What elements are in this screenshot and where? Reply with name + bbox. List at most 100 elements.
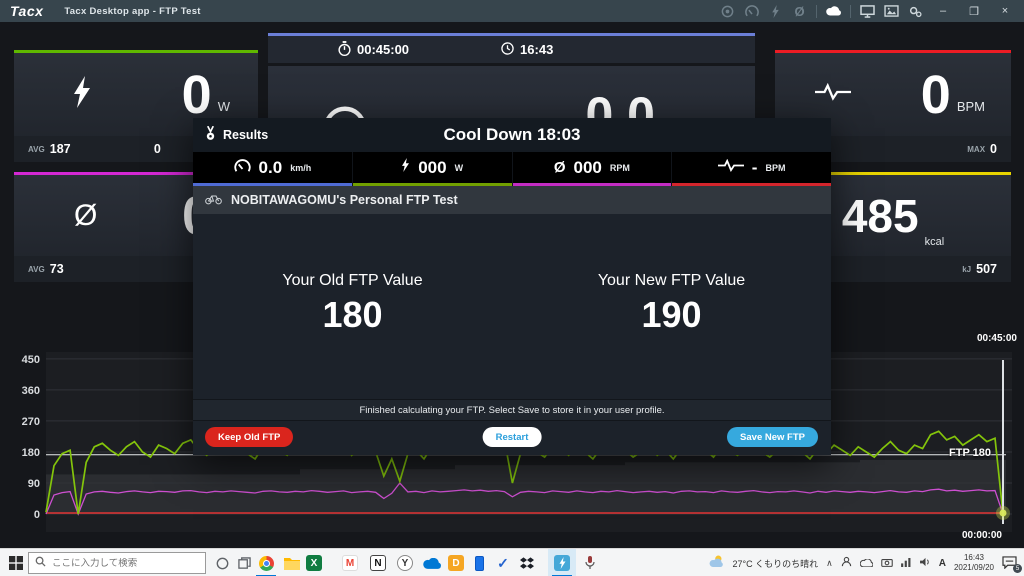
metric-speed-unit: km/h bbox=[290, 162, 312, 173]
system-tray: 27°C くもりのち晴れ ∧ A 16:43 2021/09/20 5 bbox=[709, 549, 1024, 576]
results-label: Results bbox=[223, 128, 269, 142]
tray-user-icon[interactable] bbox=[841, 554, 852, 572]
display-icon[interactable] bbox=[860, 4, 875, 19]
ime-indicator[interactable]: A bbox=[938, 557, 946, 569]
heart-rate-icon bbox=[717, 158, 744, 177]
power-device-icon[interactable] bbox=[768, 4, 783, 19]
power-unit: W bbox=[217, 98, 230, 114]
svg-text:0: 0 bbox=[34, 509, 40, 521]
onedrive-tray-icon[interactable] bbox=[859, 554, 874, 572]
heart-rate-unit: BPM bbox=[956, 98, 985, 114]
taskbar-search[interactable] bbox=[28, 552, 206, 574]
energy-kj-label: kJ bbox=[962, 264, 972, 274]
bike-icon bbox=[205, 193, 222, 208]
image-icon[interactable] bbox=[884, 4, 899, 19]
dialog-metric-strip: 0.0 km/h 000 W Ø 000 RPM - BPM bbox=[193, 152, 831, 186]
file-explorer-icon[interactable] bbox=[278, 549, 306, 576]
medal-icon bbox=[205, 125, 216, 144]
restart-button[interactable]: Restart bbox=[482, 427, 542, 447]
weather-icon[interactable] bbox=[709, 554, 724, 572]
gmail-icon[interactable]: M bbox=[336, 549, 364, 576]
windows-taskbar: X M N Y D ✓ 27°C くもりのち晴れ ∧ A 16:432021/0… bbox=[0, 548, 1024, 576]
power-avg-value: 187 bbox=[49, 142, 71, 156]
action-center-icon[interactable]: 5 bbox=[1002, 556, 1022, 573]
stopwatch-icon bbox=[338, 40, 351, 59]
speedometer-icon bbox=[233, 158, 251, 177]
tacx-logo: Tacx bbox=[10, 3, 44, 19]
metric-speed-value: 0.0 bbox=[258, 157, 283, 177]
titlebar: Tacx Tacx Desktop app - FTP Test Ø – ❐ × bbox=[0, 0, 1024, 22]
metric-cadence-unit: RPM bbox=[609, 162, 630, 173]
docs-app-icon[interactable]: D bbox=[442, 549, 470, 576]
keep-old-ftp-button[interactable]: Keep Old FTP bbox=[205, 427, 294, 447]
cadence-icon: Ø bbox=[74, 198, 98, 232]
energy-unit: kcal bbox=[924, 236, 945, 248]
chrome-icon[interactable] bbox=[252, 549, 280, 576]
start-button[interactable] bbox=[2, 549, 30, 576]
ftp-results-body: Your Old FTP Value 180 Your New FTP Valu… bbox=[193, 214, 831, 399]
heart-rate-device-icon[interactable] bbox=[720, 4, 735, 19]
new-ftp-label: Your New FTP Value bbox=[597, 272, 746, 289]
dialog-header: Cool Down 18:03 Results bbox=[193, 118, 831, 152]
svg-text:90: 90 bbox=[28, 478, 40, 490]
notification-badge: 5 bbox=[1013, 564, 1022, 573]
tacx-app-icon[interactable] bbox=[548, 549, 576, 576]
weather-text[interactable]: 27°C くもりのち晴れ bbox=[732, 558, 819, 569]
heart-rate-tile: 0 BPM MAX 0 bbox=[775, 50, 1011, 162]
microphone-icon[interactable] bbox=[576, 549, 604, 576]
energy-value: 485 bbox=[841, 189, 919, 242]
power-value: 0 bbox=[181, 64, 212, 125]
titlebar-separator bbox=[816, 4, 817, 18]
energy-kj-value: 507 bbox=[976, 262, 997, 276]
maximize-button[interactable]: ❐ bbox=[969, 5, 979, 18]
cadence-icon: Ø bbox=[553, 159, 566, 176]
svg-text:450: 450 bbox=[22, 354, 40, 366]
todo-check-icon[interactable]: ✓ bbox=[497, 554, 509, 571]
settings-gears-icon[interactable] bbox=[908, 4, 923, 19]
cadence-device-icon[interactable]: Ø bbox=[794, 3, 805, 19]
onedrive-icon[interactable] bbox=[418, 549, 446, 576]
network-tray-icon[interactable] bbox=[900, 554, 912, 572]
excel-icon[interactable]: X bbox=[300, 549, 328, 576]
cloud-sync-icon[interactable] bbox=[826, 4, 841, 19]
task-view-button[interactable] bbox=[230, 549, 258, 576]
power-icon bbox=[401, 158, 410, 177]
ftp-line-label: FTP 180 bbox=[949, 447, 991, 459]
metric-power-unit: W bbox=[454, 162, 464, 173]
power-avg-label: AVG bbox=[28, 144, 45, 154]
clock-icon bbox=[501, 41, 514, 58]
ftp-message: Finished calculating your FTP. Select Sa… bbox=[193, 399, 831, 421]
svg-text:180: 180 bbox=[22, 447, 40, 459]
tray-expand-chevron[interactable]: ∧ bbox=[826, 557, 833, 568]
close-button[interactable]: × bbox=[1001, 5, 1009, 17]
metric-heart-rate: - BPM bbox=[672, 152, 831, 186]
heart-rate-max-label: MAX bbox=[967, 144, 986, 154]
old-ftp-value: 180 bbox=[322, 294, 383, 335]
speed-device-icon[interactable] bbox=[744, 4, 759, 19]
metric-cadence-value: 000 bbox=[573, 157, 602, 177]
heart-rate-max-value: 0 bbox=[990, 142, 997, 156]
minimize-button[interactable]: – bbox=[939, 5, 947, 17]
metric-cadence: Ø 000 RPM bbox=[512, 152, 672, 186]
y-app-icon[interactable]: Y bbox=[391, 549, 419, 576]
save-new-ftp-button[interactable]: Save New FTP bbox=[727, 427, 818, 447]
cadence-avg-label: AVG bbox=[28, 264, 45, 274]
old-ftp-label: Your Old FTP Value bbox=[282, 272, 423, 289]
your-phone-icon[interactable] bbox=[465, 549, 493, 576]
dialog-title: Cool Down 18:03 bbox=[443, 125, 581, 144]
cortana-button[interactable] bbox=[208, 549, 236, 576]
clock-time: 16:43 bbox=[520, 42, 554, 57]
search-input[interactable] bbox=[52, 557, 199, 569]
metric-power: 000 W bbox=[352, 152, 512, 186]
clock-date[interactable]: 16:43 2021/09/20 bbox=[953, 553, 994, 572]
camera-tray-icon[interactable] bbox=[880, 554, 893, 572]
chart-end-time-label: 00:45:00 bbox=[976, 333, 1017, 344]
results-dialog: Cool Down 18:03 Results 0.0 km/h 000 W Ø… bbox=[193, 118, 831, 455]
volume-tray-icon[interactable] bbox=[919, 554, 931, 572]
workout-duration: 00:45:00 bbox=[357, 42, 410, 57]
dropbox-icon[interactable] bbox=[513, 549, 541, 576]
metric-speed: 0.0 km/h bbox=[193, 152, 352, 186]
notion-icon[interactable]: N bbox=[364, 549, 392, 576]
metric-power-value: 000 bbox=[418, 157, 447, 177]
